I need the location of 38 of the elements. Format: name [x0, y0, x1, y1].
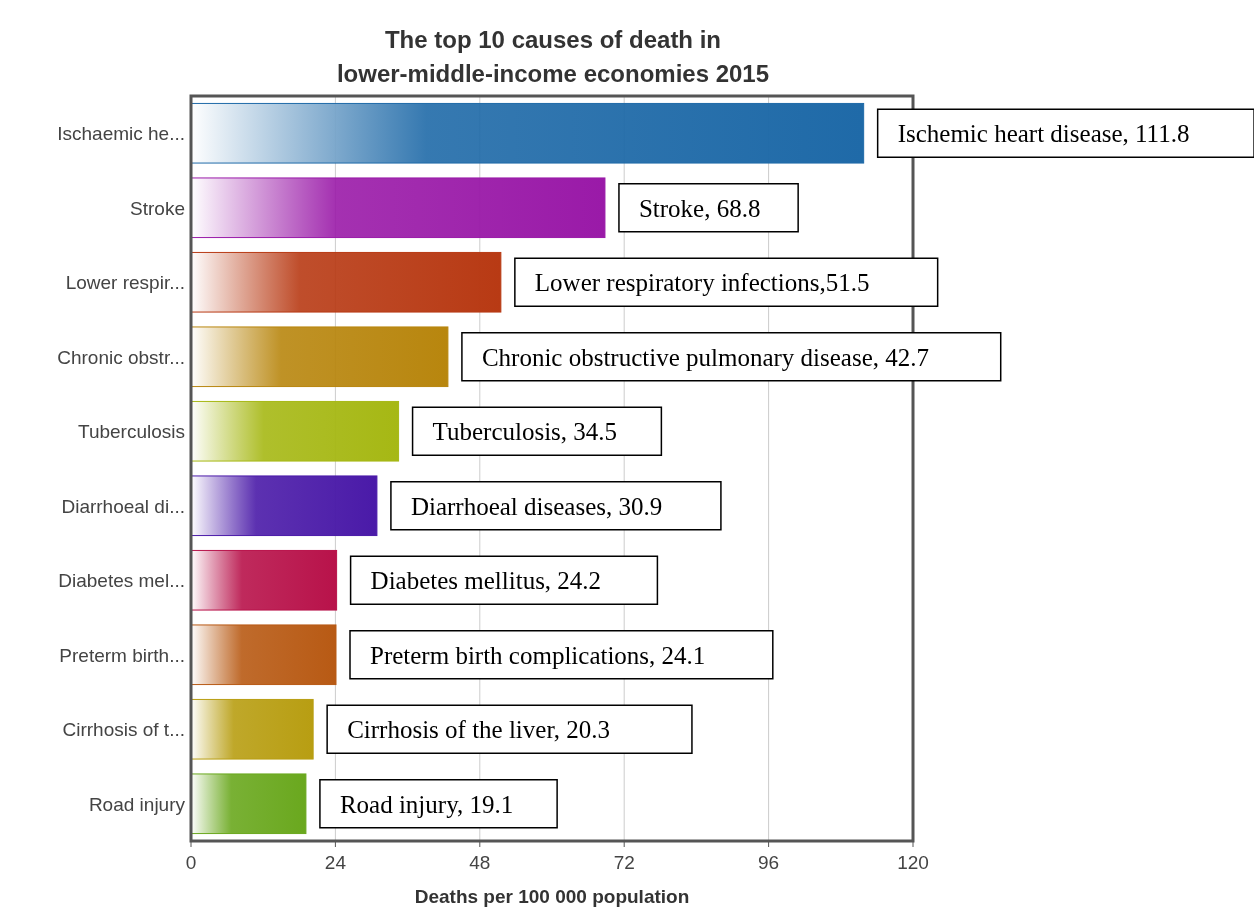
- bar: [190, 400, 400, 462]
- y-tick-label: Tuberculosis: [77, 421, 185, 443]
- x-tick-label: 48: [469, 852, 491, 873]
- y-tick-label: Ischaemic he...: [57, 123, 185, 145]
- x-tick-label: 72: [613, 852, 635, 873]
- annotation: Chronic obstructive pulmonary disease, 42.7: [481, 343, 930, 371]
- annotation: Lower respiratory infections,51.5: [534, 269, 870, 297]
- annotation: Tuberculosis, 34.5: [432, 418, 618, 446]
- x-axis-title: Deaths per 100 000 population: [414, 886, 690, 907]
- y-tick-label: Diarrhoeal di...: [61, 495, 185, 517]
- annotation: Cirrhosis of the liver, 20.3: [347, 716, 610, 744]
- y-tick-label: Road injury: [88, 793, 186, 815]
- x-tick-label: 24: [324, 852, 347, 873]
- bar: [190, 698, 314, 760]
- bar: [190, 773, 307, 835]
- y-tick-label: Preterm birth...: [59, 644, 185, 666]
- annotation: Preterm birth complications, 24.1: [370, 641, 706, 669]
- bar: [190, 177, 606, 239]
- x-tick-label: 120: [897, 852, 929, 873]
- y-tick-label: Stroke: [130, 197, 185, 219]
- annotation: Diarrhoeal diseases, 30.9: [410, 492, 663, 520]
- bar: [190, 549, 338, 611]
- bar: [190, 326, 449, 388]
- annotation: Diabetes mellitus, 24.2: [370, 567, 602, 595]
- x-tick-label: 0: [185, 852, 197, 873]
- annotation: Road injury, 19.1: [339, 790, 514, 818]
- y-tick-label: Diabetes mel...: [58, 570, 185, 592]
- x-tick-label: 96: [758, 852, 780, 873]
- annotation: Stroke, 68.8: [638, 194, 761, 222]
- bar: [190, 251, 502, 313]
- bar: [190, 102, 865, 164]
- y-tick-label: Chronic obstr...: [57, 346, 185, 368]
- bar: [190, 475, 378, 537]
- y-tick-label: Lower respir...: [65, 272, 185, 294]
- annotation: Ischemic heart disease, 111.8: [897, 120, 1190, 148]
- chart-title: The top 10 causes of death in lower-middle-income economies 2015: [336, 26, 770, 87]
- bar: [190, 624, 337, 686]
- y-tick-label: Cirrhosis of t...: [62, 719, 185, 741]
